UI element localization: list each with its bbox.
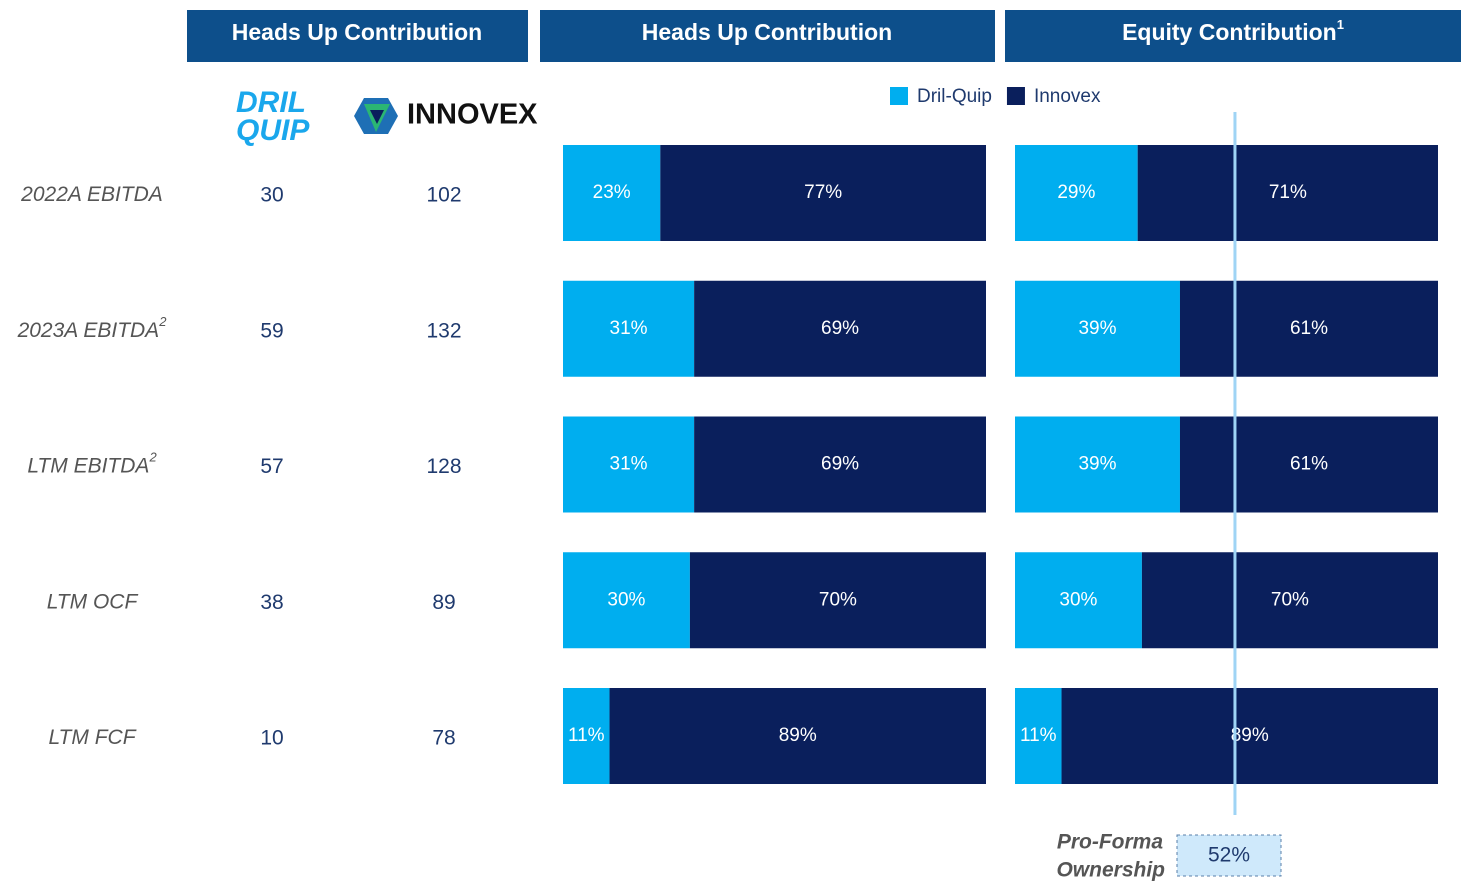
table-value: 57: [260, 455, 283, 478]
bar-label: 89%: [779, 725, 817, 746]
bar-segment: [1015, 688, 1062, 784]
bar-segment: [694, 416, 986, 513]
bar-segment: [563, 552, 690, 649]
bar-segment: [563, 280, 695, 377]
footnote-mark: 2: [148, 450, 157, 465]
header-box: [1005, 10, 1461, 62]
bar-label: 77%: [804, 182, 842, 203]
header-box: [540, 10, 995, 62]
row-label-text: LTM FCF: [48, 726, 136, 749]
row-label-text: LTM OCF: [47, 590, 139, 613]
legend-label: Innovex: [1034, 86, 1101, 107]
bar-segment: [1015, 552, 1142, 649]
table-value: 89: [432, 591, 455, 614]
table-value: 128: [426, 455, 461, 478]
header-title: Heads Up Contribution: [232, 19, 482, 45]
table-value: 38: [260, 591, 283, 614]
bar-segment: [1141, 552, 1438, 649]
bar-label: 39%: [1078, 454, 1116, 475]
bar-label: 69%: [821, 318, 859, 339]
row-label-text: 2023A EBITDA: [17, 318, 160, 341]
bar-label: 69%: [821, 454, 859, 475]
header-title: Heads Up Contribution: [642, 19, 892, 45]
bar-label: 61%: [1290, 454, 1328, 475]
row-label: 2022A EBITDA: [20, 183, 163, 206]
table-value: 59: [260, 319, 283, 342]
bar-label: 11%: [1020, 725, 1057, 746]
header-box: [187, 10, 528, 62]
table-value: 78: [432, 727, 455, 750]
reference-box: [1176, 834, 1282, 877]
table-value: 102: [426, 184, 461, 207]
bar-segment: [689, 552, 986, 649]
bar-segment: [1015, 280, 1180, 377]
bar-label: 61%: [1290, 318, 1328, 339]
table-value: 10: [260, 727, 283, 750]
logo-text: QUIP: [236, 114, 310, 147]
bar-segment: [1179, 416, 1438, 513]
bar-label: 31%: [610, 454, 648, 475]
bar-label: 71%: [1269, 182, 1307, 203]
bar-segment: [563, 416, 695, 513]
bar-segment: [563, 688, 610, 784]
bar-label: 11%: [568, 725, 605, 746]
bar-label: 23%: [593, 182, 631, 203]
bar-segment: [1179, 280, 1438, 377]
table-value: 132: [426, 319, 461, 342]
bar-label: 70%: [1271, 589, 1309, 610]
bar-label: 29%: [1057, 182, 1095, 203]
bar-label: 30%: [607, 589, 645, 610]
innovex-icon: [354, 98, 398, 134]
bar-segment: [1061, 688, 1438, 784]
bar-segment: [1015, 416, 1180, 513]
logo-text: DRIL: [236, 86, 306, 119]
row-label: LTM EBITDA2: [27, 450, 157, 477]
reference-label: Pro-Forma: [1057, 831, 1164, 854]
bar-segment: [1137, 145, 1438, 241]
row-label-text: 2022A EBITDA: [20, 183, 163, 206]
row-label-text: LTM EBITDA: [27, 454, 149, 477]
bar-segment: [609, 688, 986, 784]
bar-label: 31%: [610, 318, 648, 339]
footnote-mark: 2: [158, 314, 167, 329]
row-label: LTM FCF: [48, 726, 136, 749]
bar-segment: [694, 280, 986, 377]
bar-label: 30%: [1059, 589, 1097, 610]
logo-text: INNOVEX: [407, 99, 538, 131]
header-title: Equity Contribution1: [1122, 17, 1344, 45]
reference-value: 52%: [1208, 844, 1250, 867]
legend-swatch: [890, 87, 908, 105]
bar-label: 89%: [1231, 725, 1269, 746]
bar-label: 39%: [1078, 318, 1116, 339]
legend-label: Dril-Quip: [917, 86, 992, 107]
bar-segment: [1015, 145, 1138, 241]
table-value: 30: [260, 184, 283, 207]
bar-label: 70%: [819, 589, 857, 610]
reference-label: Ownership: [1056, 859, 1165, 882]
bar-segment: [660, 145, 986, 241]
row-label: 2023A EBITDA2: [17, 314, 168, 341]
bar-segment: [563, 145, 661, 241]
legend-swatch: [1006, 87, 1025, 105]
row-label: LTM OCF: [47, 590, 139, 613]
